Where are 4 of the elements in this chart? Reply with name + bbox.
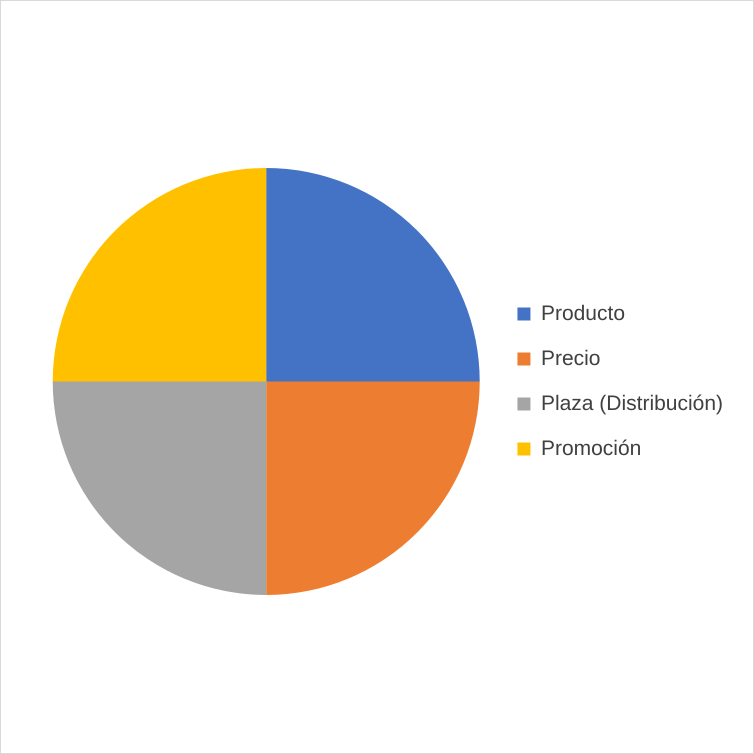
legend-label: Precio bbox=[540, 346, 600, 370]
legend-label: Promoción bbox=[540, 436, 642, 460]
legend-label: Producto bbox=[540, 302, 626, 325]
legend-label: Plaza (Distribución) bbox=[540, 392, 724, 415]
